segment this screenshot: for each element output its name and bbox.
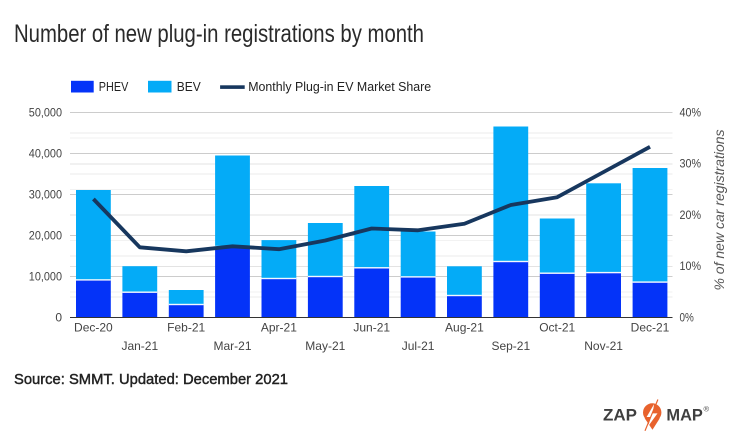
- svg-text:Aug-21: Aug-21: [445, 321, 484, 335]
- svg-text:BEV: BEV: [177, 80, 202, 94]
- svg-text:MAP: MAP: [666, 406, 703, 425]
- svg-text:% of new car registrations: % of new car registrations: [711, 129, 727, 290]
- svg-text:40%: 40%: [680, 105, 702, 119]
- svg-text:30%: 30%: [680, 157, 702, 171]
- svg-text:Jun-21: Jun-21: [353, 321, 390, 335]
- svg-text:®: ®: [704, 405, 710, 414]
- svg-text:30,000: 30,000: [29, 187, 62, 201]
- svg-text:Sep-21: Sep-21: [491, 339, 530, 353]
- svg-text:Oct-21: Oct-21: [539, 321, 575, 335]
- svg-text:Dec-20: Dec-20: [74, 321, 113, 335]
- svg-text:Dec-21: Dec-21: [631, 321, 670, 335]
- svg-text:ZAP: ZAP: [603, 406, 637, 425]
- svg-text:Number of new plug-in registra: Number of new plug-in registrations by m…: [14, 20, 424, 48]
- svg-text:10%: 10%: [680, 259, 702, 273]
- svg-text:0%: 0%: [680, 310, 695, 324]
- svg-text:20%: 20%: [680, 208, 702, 222]
- svg-text:Jan-21: Jan-21: [121, 339, 158, 353]
- svg-text:40,000: 40,000: [29, 146, 62, 160]
- svg-text:Mar-21: Mar-21: [213, 339, 251, 353]
- svg-text:Feb-21: Feb-21: [167, 321, 205, 335]
- svg-text:May-21: May-21: [305, 339, 345, 353]
- svg-text:Jul-21: Jul-21: [402, 339, 435, 353]
- svg-text:50,000: 50,000: [29, 105, 62, 119]
- svg-text:20,000: 20,000: [29, 228, 62, 242]
- svg-text:Nov-21: Nov-21: [584, 339, 623, 353]
- svg-text:Apr-21: Apr-21: [261, 321, 297, 335]
- svg-text:Source: SMMT. Updated: Decembe: Source: SMMT. Updated: December 2021: [14, 371, 288, 388]
- svg-text:PHEV: PHEV: [99, 80, 129, 94]
- svg-text:10,000: 10,000: [29, 269, 62, 283]
- svg-text:Monthly Plug-in EV Market Shar: Monthly Plug-in EV Market Share: [248, 80, 431, 94]
- svg-text:0: 0: [55, 310, 62, 324]
